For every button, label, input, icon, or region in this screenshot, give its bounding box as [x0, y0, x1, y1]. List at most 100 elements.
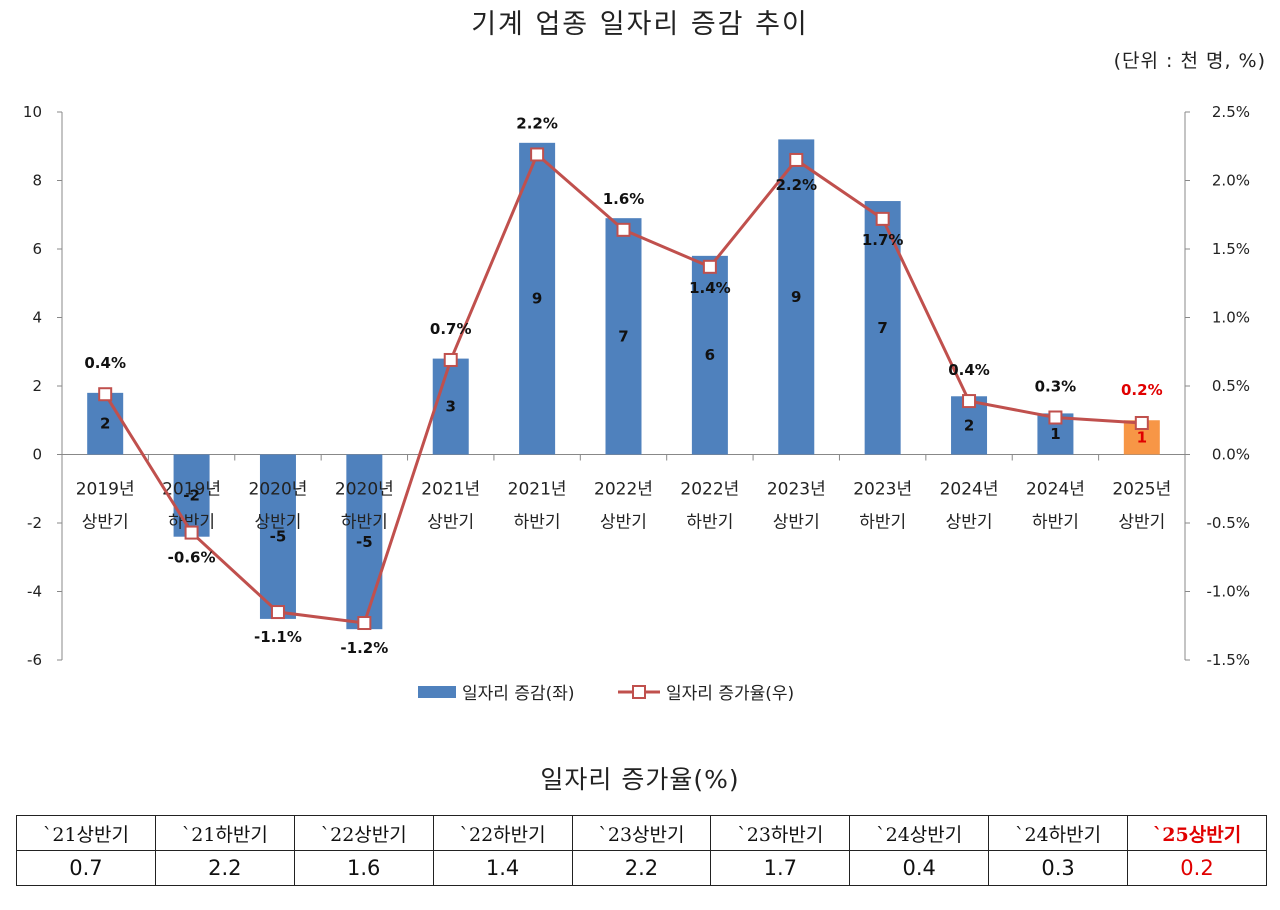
right-axis-tick-label: 2.5% — [1212, 103, 1250, 121]
right-axis-tick-label: -1.0% — [1206, 583, 1250, 601]
table-header-cell: `24하반기 — [988, 815, 1128, 851]
category-label-half: 상반기 — [773, 513, 820, 533]
category-label-half: 상반기 — [946, 513, 993, 533]
category-label-year: 2021년 — [421, 480, 480, 500]
rate-marker — [789, 152, 804, 167]
bar — [173, 454, 210, 537]
left-axis-tick-label: -2 — [27, 514, 42, 532]
rate-marker — [962, 394, 977, 409]
bar-value-label: 7 — [877, 319, 887, 337]
category-label-year: 2024년 — [1026, 480, 1085, 500]
rate-marker — [357, 616, 372, 631]
right-axis-tick-label: 1.5% — [1212, 240, 1250, 258]
table-header-cell: `21상반기 — [16, 815, 156, 851]
rate-value-label: 0.4% — [948, 361, 990, 379]
right-axis-tick-label: 2.0% — [1212, 172, 1250, 190]
bar-value-label: 7 — [618, 327, 628, 345]
table-header-cell: `24상반기 — [849, 815, 990, 851]
rate-marker — [443, 352, 458, 367]
category-label-half: 상반기 — [1118, 513, 1165, 533]
table-value-cell: 2.2 — [154, 850, 295, 886]
bar-value-label: 2 — [100, 415, 110, 433]
right-axis-tick-label: 0.5% — [1212, 377, 1250, 395]
category-label-half: 하반기 — [686, 513, 733, 533]
legend-bar-label: 일자리 증감(좌) — [462, 684, 575, 704]
rate-value-label: -1.2% — [340, 639, 388, 657]
rate-value-label: 0.7% — [430, 320, 472, 338]
left-axis-tick-label: 6 — [32, 240, 42, 258]
table-title: 일자리 증가율(%) — [540, 765, 740, 794]
table-value-cell: 1.6 — [293, 850, 434, 886]
category-label-year: 2022년 — [594, 480, 653, 500]
table-header-cell: `22하반기 — [432, 815, 573, 851]
combo-chart: -6 -4 -2 0 2 4 6 8 10 -1.5% -1.0% -0.5% 0.0% 0.5% 1.0%… — [23, 103, 1250, 704]
category-label-half: 하반기 — [341, 513, 388, 533]
table-header-cell: `22상반기 — [293, 815, 434, 851]
legend-line-marker — [632, 685, 646, 699]
rate-marker — [702, 259, 717, 274]
left-axis-tick-label: 2 — [32, 377, 42, 395]
table-value-cell: 1.7 — [710, 850, 851, 886]
legend-line-label: 일자리 증가율(우) — [666, 684, 794, 704]
left-axis-tick-label: 10 — [23, 103, 42, 121]
category-label-half: 상반기 — [427, 513, 474, 533]
category-label-half: 상반기 — [600, 513, 647, 533]
bar-value-label: 9 — [532, 290, 542, 308]
category-label-half: 하반기 — [859, 513, 906, 533]
bar-value-label: 1 — [1137, 429, 1147, 447]
rate-value-label: 1.6% — [603, 190, 645, 208]
bar — [519, 142, 556, 455]
category-label-year: 2025년 — [1112, 480, 1171, 500]
bar — [778, 139, 815, 455]
bar — [346, 454, 383, 630]
right-axis-tick-label: -0.5% — [1206, 514, 1250, 532]
bar-value-label: -2 — [183, 487, 200, 505]
category-label-year: 2020년 — [335, 480, 394, 500]
table-value-cell: 0.7 — [16, 850, 156, 886]
bar-value-label: 3 — [446, 398, 456, 416]
table-value-cell: 1.4 — [432, 850, 573, 886]
table-value-row: 0.7 2.2 1.6 1.4 2.2 1.7 0.4 0.3 0.2 — [16, 850, 1267, 886]
bar — [259, 454, 296, 619]
table-header-cell: `23상반기 — [571, 815, 712, 851]
category-label-half: 하반기 — [1032, 513, 1079, 533]
category-label-year: 2021년 — [508, 480, 567, 500]
table-header-cell: `21하반기 — [154, 815, 295, 851]
bar — [432, 358, 469, 455]
growth-rate-table: `21상반기 `21하반기 `22상반기 `22하반기 `23상반기 `23하반… — [16, 815, 1267, 886]
category-label-half: 상반기 — [82, 513, 129, 533]
category-label-year: 2023년 — [853, 480, 912, 500]
category-label-year: 2022년 — [680, 480, 739, 500]
rate-value-label: 0.2% — [1121, 381, 1163, 399]
category-label-half: 상반기 — [255, 513, 302, 533]
right-axis-tick-label: 0.0% — [1212, 446, 1250, 464]
bar-value-label: 6 — [705, 346, 715, 364]
rate-marker — [1134, 415, 1149, 430]
table-header-row: `21상반기 `21하반기 `22상반기 `22하반기 `23상반기 `23하반… — [16, 815, 1267, 851]
left-axis-tick-label: 0 — [32, 446, 42, 464]
bar-value-label: 2 — [964, 416, 974, 434]
rate-marker — [1048, 410, 1063, 425]
left-axis-tick-label: -4 — [27, 583, 42, 601]
right-axis-tick-label: -1.5% — [1206, 651, 1250, 669]
bar — [87, 392, 124, 455]
table-value-cell: 0.3 — [988, 850, 1128, 886]
category-label-year: 2020년 — [249, 480, 308, 500]
rate-marker — [184, 525, 199, 540]
rate-value-label: 1.4% — [689, 279, 731, 297]
category-label-year: 2019년 — [162, 480, 221, 500]
rate-marker — [530, 147, 545, 162]
left-axis-tick-label: 4 — [32, 309, 42, 327]
chart-title: 기계 업종 일자리 증감 추이 — [471, 9, 809, 40]
category-label-year: 2019년 — [76, 480, 135, 500]
table-header-cell: `23하반기 — [710, 815, 851, 851]
rate-value-label: 2.2% — [775, 176, 817, 194]
rate-value-label: 1.7% — [862, 231, 904, 249]
legend-bar-swatch — [418, 686, 456, 698]
left-axis-tick-label: -6 — [27, 651, 42, 669]
rate-value-label: -1.1% — [254, 628, 302, 646]
bar — [691, 255, 728, 455]
unit-label: (단위 : 천 명, %) — [1113, 50, 1266, 72]
rate-value-label: -0.6% — [168, 549, 216, 567]
rate-marker — [98, 387, 113, 402]
